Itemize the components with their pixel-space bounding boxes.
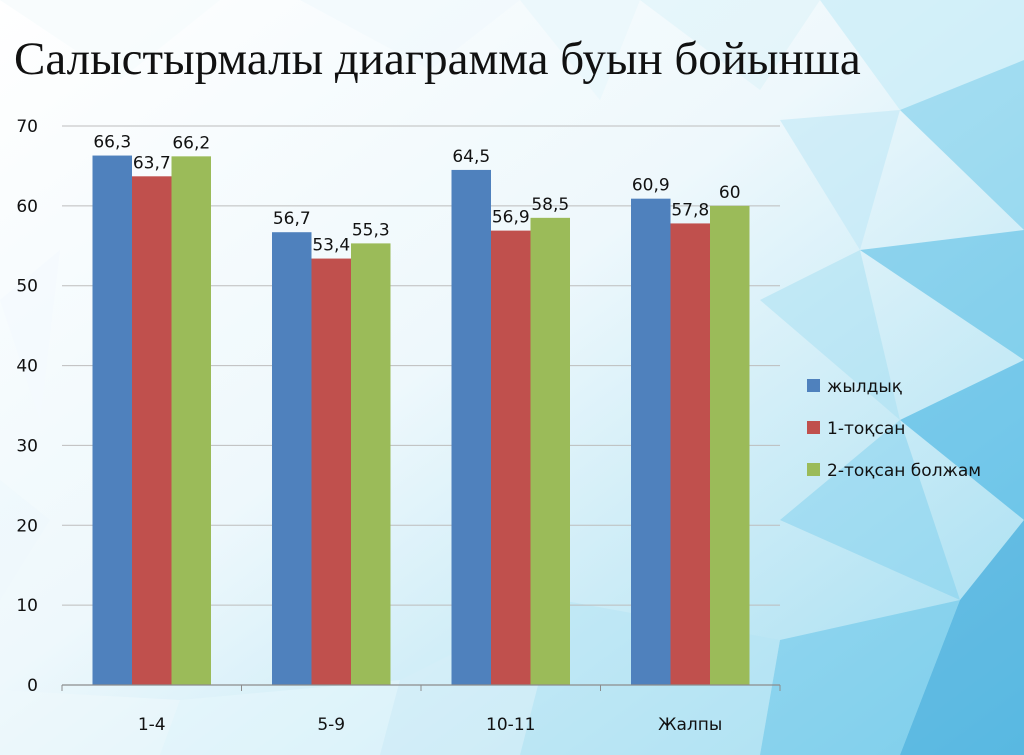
legend-label: 2-тоқсан болжам bbox=[827, 461, 981, 481]
x-tick-label: Жалпы bbox=[658, 715, 722, 735]
data-label: 66,3 bbox=[93, 133, 131, 153]
bar bbox=[92, 155, 132, 686]
bars bbox=[92, 155, 750, 686]
y-tick-label: 20 bbox=[16, 516, 38, 536]
bar bbox=[132, 176, 172, 685]
legend-label: жылдық bbox=[827, 377, 902, 397]
bar bbox=[670, 223, 710, 685]
y-tick-label: 30 bbox=[16, 436, 38, 456]
y-tick-label: 60 bbox=[16, 197, 38, 217]
x-axis bbox=[61, 684, 781, 691]
data-label: 58,5 bbox=[531, 195, 569, 215]
slide-title: Салыстырмалы диаграмма буын бойынша bbox=[14, 33, 861, 85]
y-tick-label: 40 bbox=[16, 357, 38, 377]
legend-label: 1-тоқсан bbox=[827, 419, 905, 439]
y-tick-label: 10 bbox=[16, 596, 38, 616]
data-label: 56,7 bbox=[273, 209, 311, 229]
bar bbox=[710, 205, 750, 685]
data-label: 60 bbox=[719, 183, 741, 203]
data-label: 55,3 bbox=[352, 220, 390, 240]
x-tick-label: 10-11 bbox=[486, 715, 535, 735]
legend-swatch bbox=[807, 463, 820, 476]
data-label: 56,9 bbox=[492, 208, 530, 228]
y-axis-ticks: 0 10 20 30 40 50 60 70 bbox=[16, 117, 38, 696]
data-label: 66,2 bbox=[172, 133, 210, 153]
legend-swatch bbox=[807, 421, 820, 434]
data-label: 57,8 bbox=[671, 200, 709, 220]
y-tick-label: 0 bbox=[27, 676, 38, 696]
bar bbox=[272, 232, 312, 685]
bar bbox=[311, 258, 351, 685]
bar bbox=[530, 217, 570, 686]
x-tick-label: 5-9 bbox=[317, 715, 345, 735]
bar bbox=[491, 230, 531, 685]
y-tick-label: 70 bbox=[16, 117, 38, 137]
legend: жылдық 1-тоқсан 2-тоқсан болжам bbox=[807, 377, 981, 481]
bar bbox=[451, 169, 491, 685]
data-label: 60,9 bbox=[632, 176, 670, 196]
x-axis-ticks: 1-4 5-9 10-11 Жалпы bbox=[138, 715, 722, 735]
x-tick-label: 1-4 bbox=[138, 715, 166, 735]
data-label: 64,5 bbox=[452, 147, 490, 167]
y-tick-label: 50 bbox=[16, 277, 38, 297]
bar bbox=[351, 243, 391, 685]
data-label: 63,7 bbox=[133, 153, 171, 173]
data-labels: 66,363,766,2 56,753,455,3 64,5 56,958,5 60,9… bbox=[93, 133, 740, 256]
bar bbox=[171, 156, 211, 686]
bar bbox=[631, 198, 671, 686]
data-label: 53,4 bbox=[312, 236, 350, 256]
legend-swatch bbox=[807, 379, 820, 392]
